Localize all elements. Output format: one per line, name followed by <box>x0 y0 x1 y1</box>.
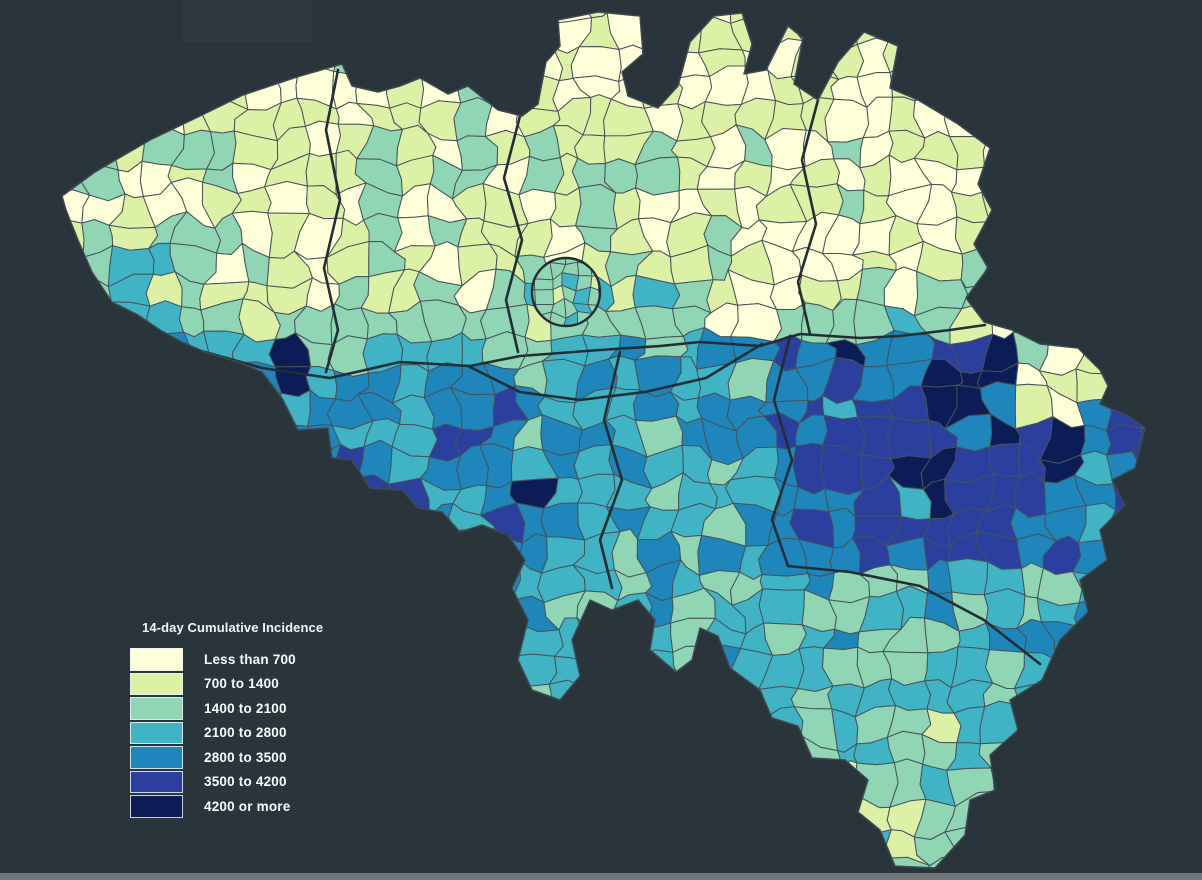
municipality-cell[interactable] <box>264 181 310 214</box>
legend-swatch <box>130 746 183 769</box>
legend-label: Less than 700 <box>204 651 296 667</box>
municipality-cell[interactable] <box>759 573 811 591</box>
municipality-cell[interactable] <box>146 300 185 335</box>
municipality-cell[interactable] <box>576 617 615 663</box>
municipality-cell[interactable] <box>1139 390 1179 435</box>
municipality-cell[interactable] <box>533 278 554 291</box>
municipality-cell[interactable] <box>792 443 826 495</box>
legend-swatch <box>130 721 183 744</box>
province-border <box>796 98 820 336</box>
municipality-cell[interactable] <box>534 289 555 306</box>
municipality-cell[interactable] <box>729 0 774 24</box>
brussels-region-border <box>530 256 602 328</box>
municipality-cell[interactable] <box>981 191 1027 230</box>
municipality-cell[interactable] <box>982 133 1016 168</box>
legend-label: 700 to 1400 <box>204 676 279 692</box>
province-border <box>322 68 342 374</box>
horizontal-scrollbar[interactable] <box>0 873 1202 880</box>
municipality-cell[interactable] <box>76 123 119 171</box>
province-border <box>466 342 764 402</box>
municipality-cell[interactable] <box>954 216 990 255</box>
municipality-cell[interactable] <box>518 73 560 112</box>
municipality-cell[interactable] <box>758 588 805 626</box>
municipality-cell[interactable] <box>634 156 681 196</box>
legend: 14-day Cumulative Incidence Less than 70… <box>130 621 323 820</box>
legend-item: 3500 to 4200 <box>130 770 323 793</box>
legend-item: 1400 to 2100 <box>130 697 323 720</box>
municipality-cell[interactable] <box>851 398 895 418</box>
municipality-cell[interactable] <box>269 389 311 427</box>
municipality-cell[interactable] <box>1131 448 1180 487</box>
municipality-cell[interactable] <box>58 218 85 258</box>
legend-label: 1400 to 2100 <box>204 700 287 716</box>
legend-swatch <box>130 795 183 818</box>
municipality-cell[interactable] <box>944 97 989 139</box>
legend-item: 2800 to 3500 <box>130 746 323 769</box>
municipality-cell[interactable] <box>983 588 1026 630</box>
legend-item: Less than 700 <box>130 648 323 671</box>
municipality-cell[interactable] <box>547 679 585 713</box>
municipality-cell[interactable] <box>575 183 618 230</box>
province-border <box>786 564 1042 666</box>
municipality-cell[interactable] <box>296 444 342 488</box>
legend-label: 2100 to 2800 <box>204 725 287 741</box>
municipality-cell[interactable] <box>514 653 558 687</box>
municipality-cell[interactable] <box>882 39 932 74</box>
municipality-cell[interactable] <box>824 98 870 143</box>
legend-label: 2800 to 3500 <box>204 749 287 765</box>
legend-rows: Less than 700 700 to 1400 1400 to 2100 2100… <box>130 648 323 818</box>
legend-swatch <box>130 770 183 793</box>
municipality-cell[interactable] <box>797 18 837 51</box>
legend-item: 4200 or more <box>130 795 323 818</box>
province-border <box>502 114 524 354</box>
municipality-cell[interactable] <box>576 590 619 635</box>
municipality-cell[interactable] <box>232 392 282 432</box>
legend-swatch <box>130 697 183 720</box>
legend-swatch <box>130 672 183 695</box>
municipality-cell[interactable] <box>1109 506 1143 543</box>
municipality-cell[interactable] <box>951 166 986 197</box>
municipality-cell[interactable] <box>851 828 892 863</box>
municipality-cell[interactable] <box>886 416 932 460</box>
legend-swatch <box>130 648 183 671</box>
legend-title: 14-day Cumulative Incidence <box>142 620 324 635</box>
municipality-cell[interactable] <box>563 311 578 327</box>
municipality-cell[interactable] <box>946 558 989 596</box>
legend-label: 3500 to 4200 <box>204 774 287 790</box>
municipality-cell[interactable] <box>668 20 703 54</box>
province-borders-layer <box>68 68 1042 666</box>
municipality-cell[interactable] <box>822 44 865 80</box>
province-border <box>770 334 794 568</box>
country-outline <box>61 11 1146 869</box>
municipality-cell[interactable] <box>981 157 1020 201</box>
province-border <box>68 323 987 380</box>
municipality-cell[interactable] <box>914 66 955 102</box>
municipality-cell[interactable] <box>1075 368 1112 404</box>
window-artifact <box>183 0 312 42</box>
municipality-cell[interactable] <box>139 104 185 136</box>
legend-item: 700 to 1400 <box>130 672 323 695</box>
legend-label: 4200 or more <box>204 798 291 814</box>
municipality-cell[interactable] <box>1012 297 1054 339</box>
municipality-cell[interactable] <box>988 443 1022 477</box>
municipality-cell[interactable] <box>305 120 341 157</box>
legend-item: 2100 to 2800 <box>130 721 323 744</box>
municipality-cell[interactable] <box>730 303 783 343</box>
municipality-cell[interactable] <box>145 331 192 365</box>
